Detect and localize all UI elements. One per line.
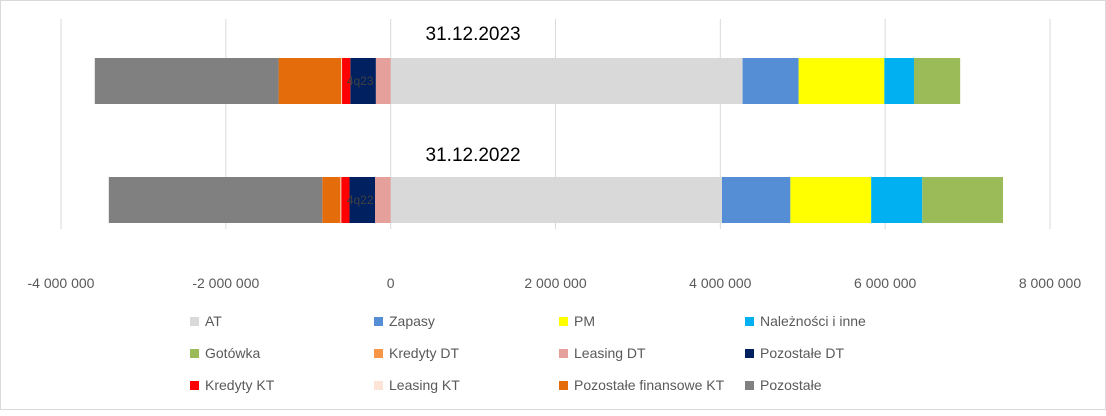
- x-tick-label: 6 000 000: [854, 275, 916, 291]
- bar-segment: [884, 58, 915, 104]
- x-tick-label: -2 000 000: [192, 275, 259, 291]
- chart-labels: -4 000 000 -2 000 000 0 2 000 000 4 000 000 6…: [28, 24, 1082, 291]
- x-tick-label: 2 000 000: [524, 275, 586, 291]
- period-label: 31.12.2022: [426, 145, 521, 166]
- bar-segment: [742, 58, 799, 104]
- bar-segment: [342, 58, 351, 104]
- x-tick-label: 4 000 000: [689, 275, 751, 291]
- bar-segment: [922, 177, 1004, 223]
- bar-segment: [390, 58, 743, 104]
- bar-segment: [798, 58, 885, 104]
- x-tick-label: -4 000 000: [28, 275, 95, 291]
- bar-segment: [871, 177, 923, 223]
- bar-segment: [375, 58, 391, 104]
- bar-segment: [340, 177, 342, 223]
- bar-segment: [322, 177, 341, 223]
- bar-segment: [721, 177, 791, 223]
- bar-segment: [341, 177, 350, 223]
- x-tick-label: 8 000 000: [1019, 275, 1081, 291]
- period-label: 31.12.2023: [426, 24, 521, 45]
- category-label: 4q23: [347, 74, 374, 88]
- bar-segment: [94, 58, 279, 104]
- bar-segment: [349, 177, 376, 223]
- bar-segment: [375, 177, 391, 223]
- bar-segment: [914, 58, 961, 104]
- bar-segment: [350, 58, 376, 104]
- bar-segment: [790, 177, 872, 223]
- x-tick-label: 0: [387, 275, 395, 291]
- bar-segment: [341, 58, 343, 104]
- category-label: 4q22: [347, 193, 374, 207]
- bar-segment: [390, 177, 722, 223]
- bar-segment: [108, 177, 323, 223]
- gridlines: [60, 19, 1051, 229]
- bars: [94, 58, 1004, 223]
- bar-segment: [278, 58, 342, 104]
